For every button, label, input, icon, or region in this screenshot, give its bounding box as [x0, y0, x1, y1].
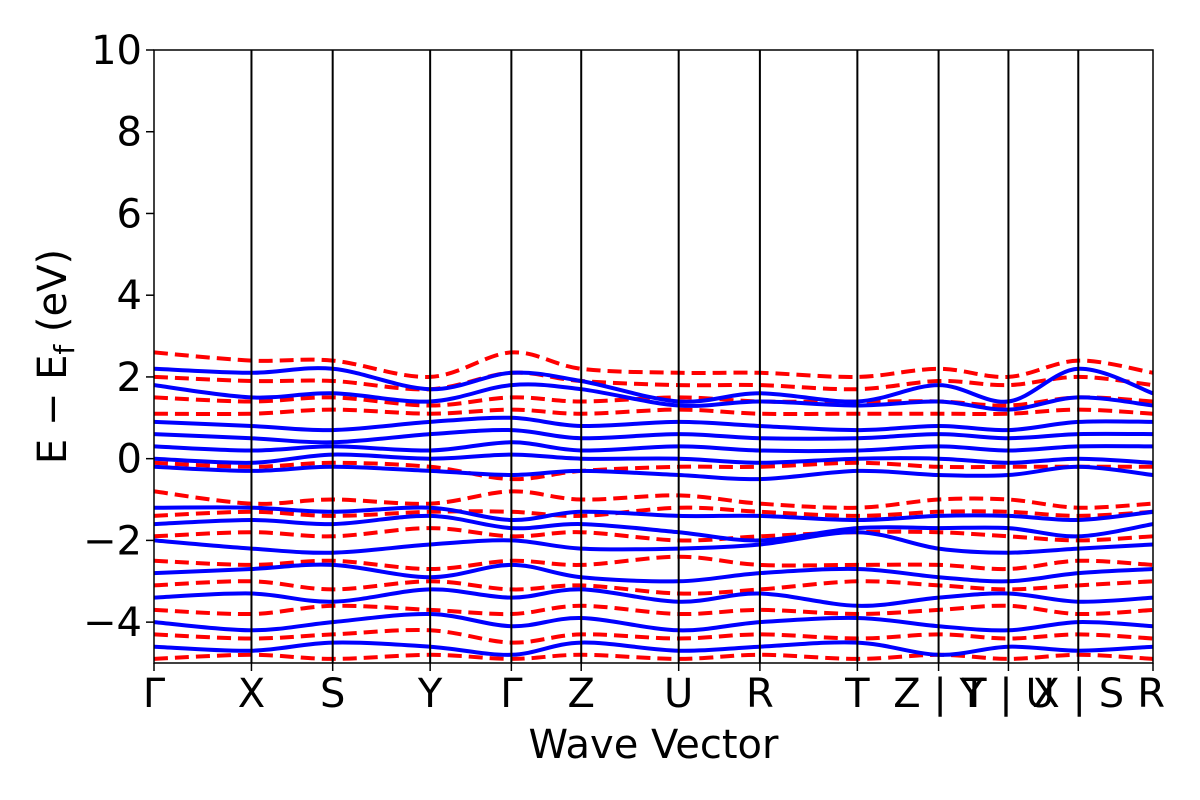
dashed-band-line: [154, 652, 1153, 661]
y-tick-label: 0: [117, 437, 142, 483]
x-tick-label: Z | Y: [893, 671, 984, 717]
dashed-band-line: [154, 370, 1153, 392]
x-tick-label: Γ: [143, 671, 166, 717]
solid-band-line: [154, 415, 1153, 433]
x-tick-label: Y: [417, 671, 443, 717]
x-tick-label: T: [844, 671, 870, 717]
y-tick-label: 10: [91, 28, 142, 74]
plot-frame: [153, 49, 1154, 664]
y-axis-label-unit: (eV): [30, 249, 76, 345]
y-axis-label: E − Ef (eV): [30, 249, 81, 464]
solid-band-line: [154, 640, 1153, 657]
y-axis-label-main: E − E: [30, 355, 76, 465]
x-tick-label: X | S: [1032, 671, 1124, 717]
x-tick-label: U: [664, 671, 693, 717]
x-tick-label: T | U: [961, 671, 1055, 717]
dashed-band-line: [154, 350, 1153, 379]
y-tick-label: 8: [117, 110, 142, 156]
x-tick-label: S: [320, 671, 345, 717]
y-axis: −4 −2 0 2 4 6 8 10: [83, 28, 154, 646]
x-tick-label: Z: [568, 671, 595, 717]
x-tick-label: R: [746, 671, 774, 717]
y-tick-label: −4: [83, 600, 142, 646]
y-axis-label-subscript: f: [48, 344, 81, 355]
x-axis-label: Wave Vector: [529, 722, 780, 768]
dashed-band-line: [154, 603, 1153, 617]
x-tick-label: X: [238, 671, 265, 717]
kpoint-lines: [250, 50, 1080, 663]
y-tick-label: 4: [117, 273, 142, 319]
solid-band-line: [154, 611, 1153, 633]
y-tick-label: −2: [83, 518, 142, 564]
solid-band-line: [154, 452, 1153, 465]
y-tick-label: 2: [117, 355, 142, 401]
x-tick-label: Γ: [500, 671, 523, 717]
y-tick-label: 6: [117, 191, 142, 237]
bands-layer: [154, 350, 1153, 661]
x-tick-label: R: [1137, 671, 1165, 717]
dashed-band-line: [154, 489, 1153, 510]
solid-band-line: [154, 587, 1153, 608]
